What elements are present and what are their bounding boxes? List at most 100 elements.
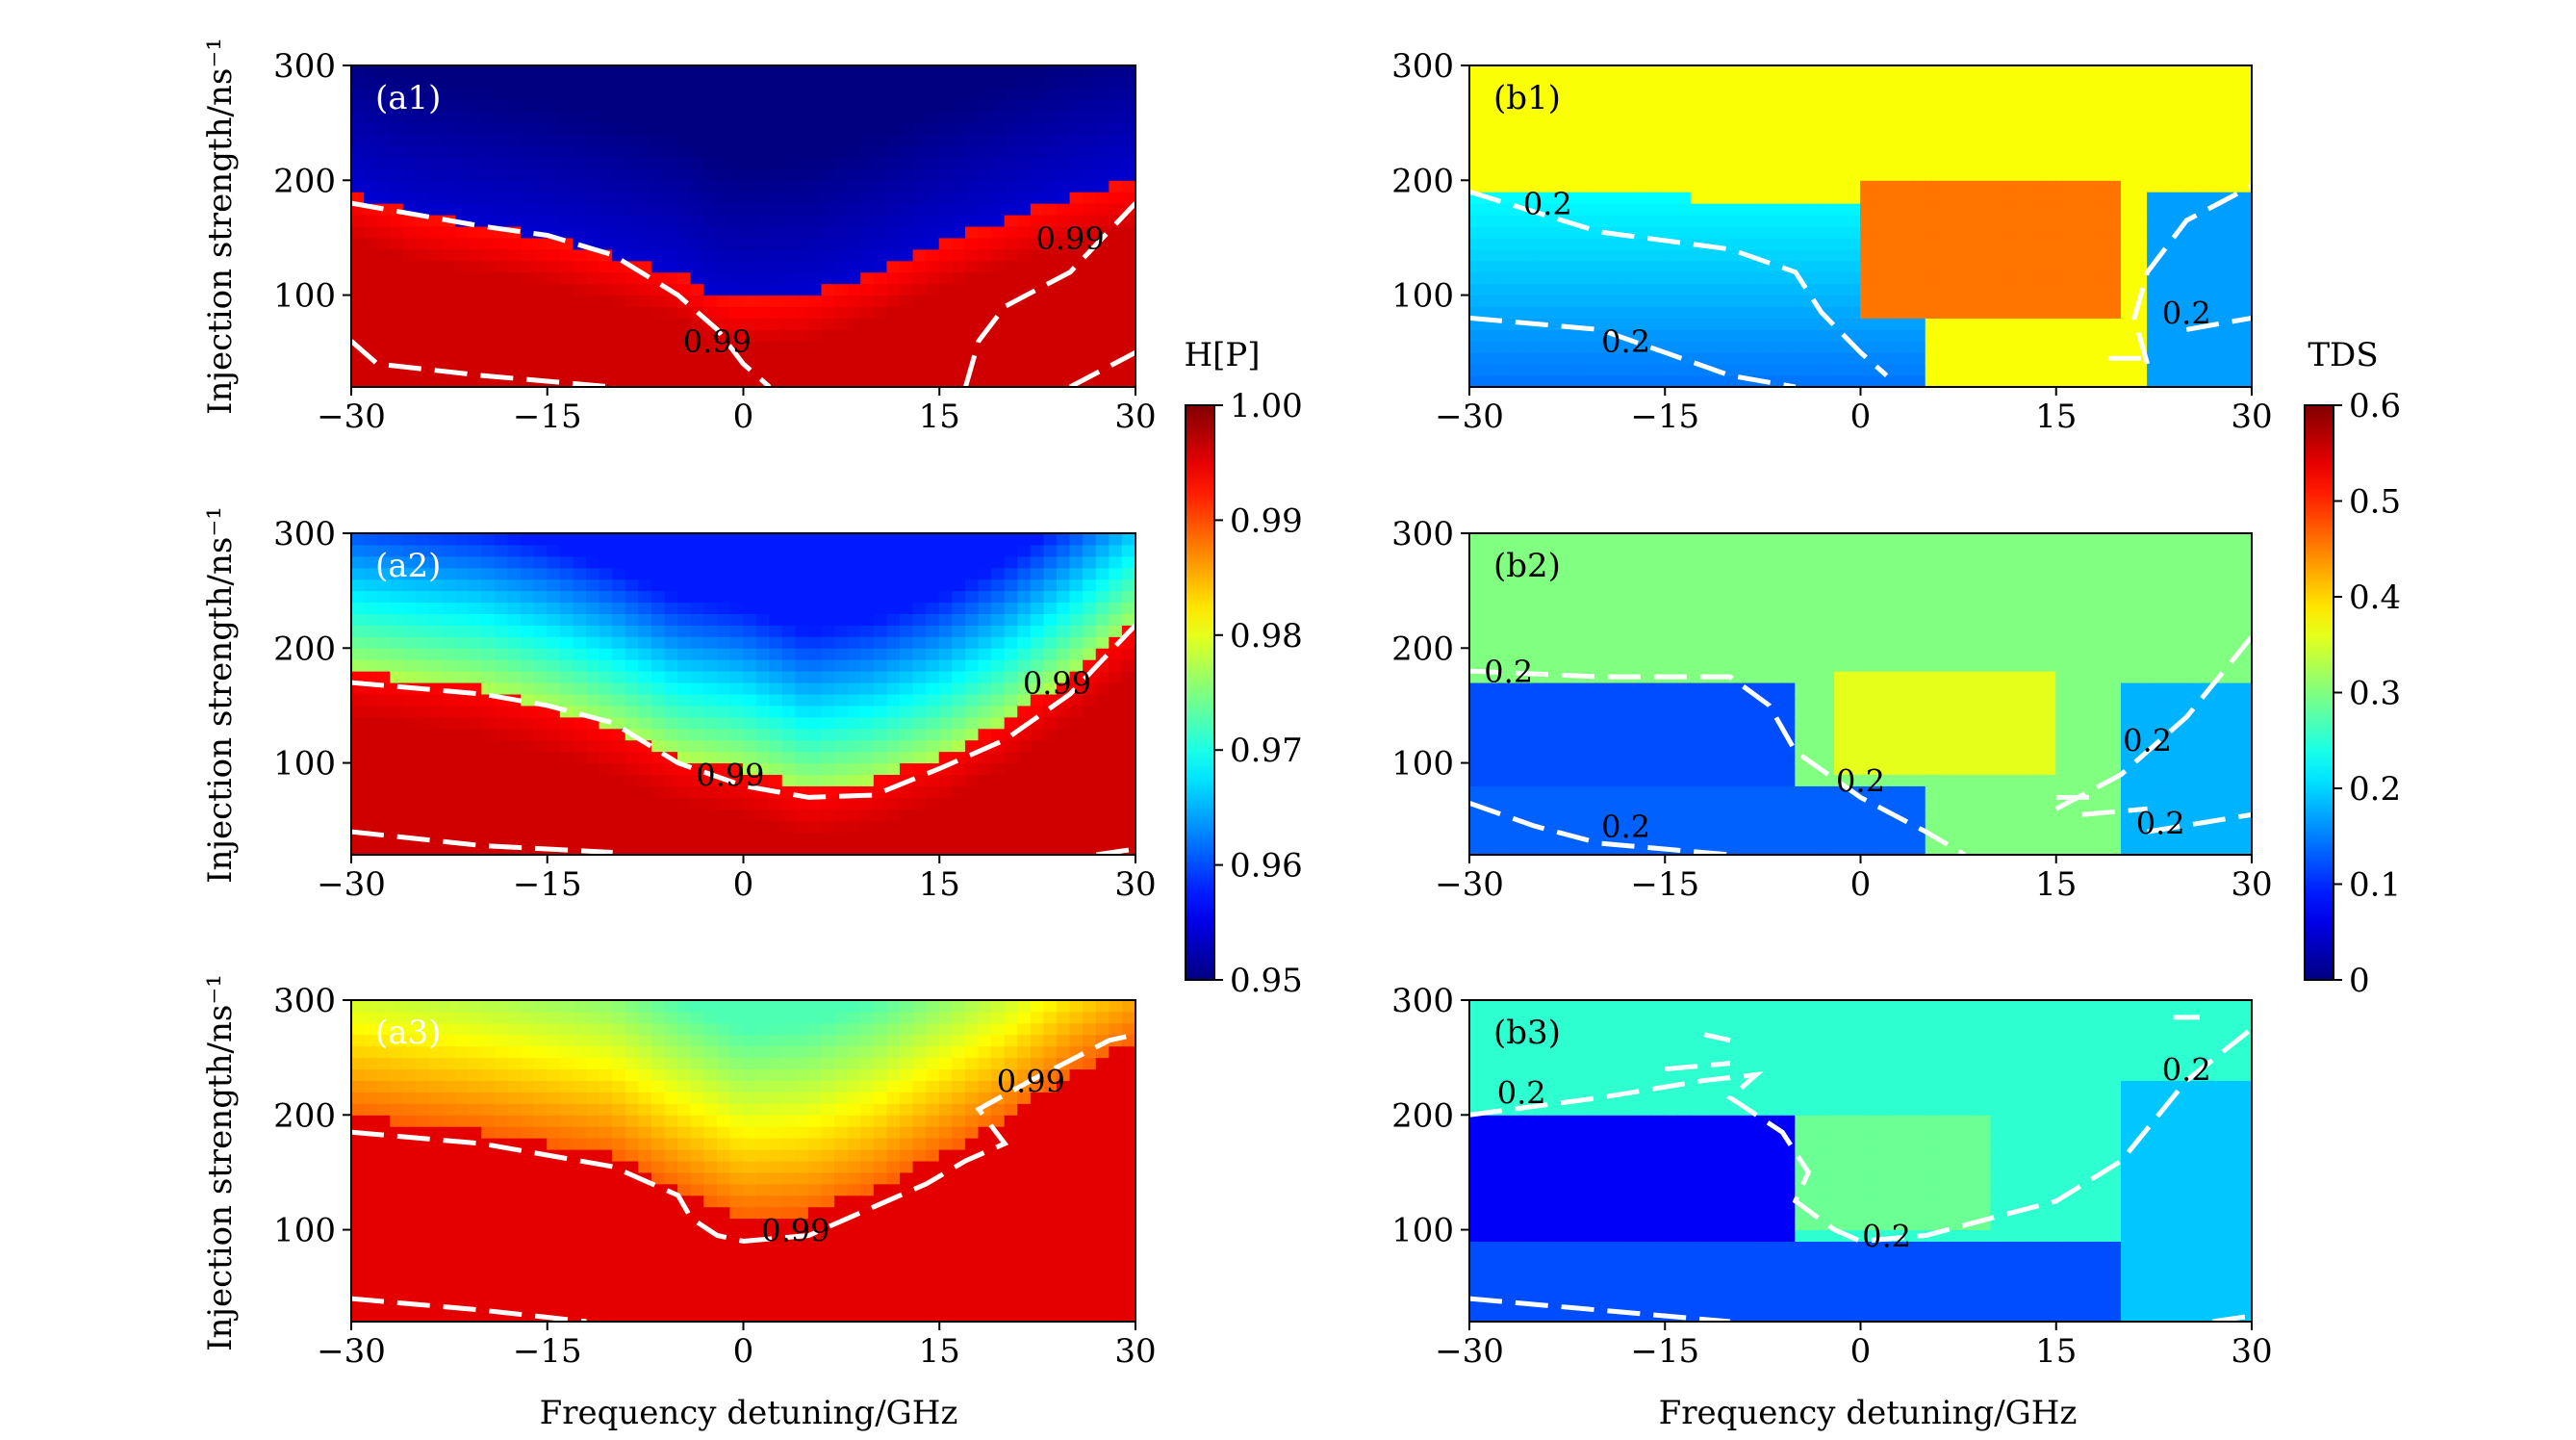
- heat-cell: [481, 179, 496, 193]
- heat-cell: [1043, 762, 1058, 775]
- heat-cell: [455, 555, 470, 569]
- heat-cell: [533, 191, 548, 204]
- heat-cell: [991, 658, 1006, 672]
- heat-cell: [1043, 555, 1058, 569]
- heat-cell: [650, 579, 666, 592]
- heat-cell: [938, 693, 954, 707]
- heat-cell: [599, 1080, 614, 1093]
- heat-cell: [402, 842, 418, 855]
- heat-cell: [664, 1057, 679, 1070]
- heat-cell: [1057, 1309, 1071, 1322]
- heat-cell: [821, 693, 836, 707]
- heat-cell: [873, 681, 888, 695]
- heat-cell: [847, 1125, 862, 1139]
- heat-cell: [1030, 1011, 1045, 1024]
- heat-cell: [364, 122, 378, 136]
- heat-cell: [650, 1068, 666, 1081]
- heat-cell: [547, 819, 561, 833]
- heat-cell: [1069, 179, 1084, 193]
- heat-cell: [938, 145, 954, 158]
- heat-cell: [1004, 1160, 1019, 1173]
- heat-cell: [1121, 681, 1135, 695]
- heat-cell: [964, 1068, 980, 1081]
- heat-cell: [612, 808, 626, 821]
- heat-cell: [521, 751, 535, 764]
- heat-cell: [1043, 658, 1058, 672]
- heat-cell: [952, 1000, 966, 1013]
- heat-cell: [1083, 145, 1097, 158]
- heat-cell: [900, 1229, 914, 1242]
- heat-cell: [494, 122, 509, 136]
- heat-cell: [402, 544, 418, 557]
- heat-cell: [599, 1102, 614, 1116]
- heat-cell: [1095, 544, 1110, 557]
- heat-cell: [886, 271, 901, 285]
- heat-cell: [1030, 533, 1045, 546]
- heat-cell: [795, 295, 809, 307]
- heat-cell: [376, 739, 392, 753]
- heat-cell: [664, 351, 679, 365]
- heat-cell: [716, 1218, 731, 1231]
- heat-cell: [559, 76, 574, 90]
- heat-cell: [847, 111, 862, 124]
- heat-cell: [1043, 1195, 1058, 1208]
- heat-cell: [716, 762, 731, 775]
- heat-cell: [716, 716, 731, 730]
- heat-cell: [481, 271, 496, 285]
- heat-cell: [1030, 544, 1045, 557]
- heat-cell: [416, 796, 430, 810]
- heat-cell: [743, 65, 757, 78]
- heat-cell: [821, 819, 836, 833]
- heat-cell: [781, 533, 797, 546]
- heat-cell: [507, 1195, 523, 1208]
- heat-cell: [638, 122, 652, 136]
- heat-cell: [586, 635, 600, 649]
- heat-cell: [860, 819, 875, 833]
- heat-cell: [612, 374, 626, 387]
- heat-cell: [402, 260, 418, 273]
- heat-cell: [507, 1045, 523, 1059]
- heat-cell: [416, 613, 430, 626]
- heat-cell: [769, 295, 783, 307]
- heat-cell: [494, 156, 509, 169]
- heat-cell: [1121, 99, 1135, 113]
- heat-cell: [743, 751, 757, 764]
- heat-cell: [926, 705, 940, 718]
- heat-cell: [612, 1183, 626, 1196]
- heat-cell: [729, 658, 744, 672]
- heat-cell: [952, 635, 966, 649]
- heat-cell: [952, 579, 966, 592]
- heat-cell: [677, 1298, 692, 1311]
- heat-cell: [795, 260, 809, 273]
- heat-cell: [978, 76, 993, 90]
- heat-cell: [821, 1114, 836, 1127]
- heat-cell: [442, 1195, 457, 1208]
- heat-cell: [468, 340, 483, 353]
- heat-cell: [1004, 156, 1019, 169]
- heat-cell: [507, 237, 523, 250]
- heat-cell: [507, 647, 523, 660]
- heat-cell: [559, 1171, 574, 1185]
- heat-cell: [807, 248, 823, 262]
- heat-cell: [1017, 705, 1032, 718]
- heat-cell: [468, 602, 483, 614]
- heat-cell: [1121, 613, 1135, 626]
- heat-cell: [494, 1045, 509, 1059]
- heat-cell: [900, 796, 914, 810]
- heat-cell: [376, 134, 392, 146]
- heat-cell: [991, 1298, 1006, 1311]
- heat-cell: [455, 693, 470, 707]
- heat-cell: [964, 191, 980, 204]
- heat-cell: [900, 544, 914, 557]
- heat-cell: [494, 716, 509, 730]
- heat-cell: [455, 1022, 470, 1036]
- heat-cell: [625, 1263, 640, 1276]
- heat-cell: [690, 1057, 705, 1070]
- heat-cell: [938, 579, 954, 592]
- heat-cell: [769, 1160, 783, 1173]
- heat-cell: [364, 1171, 378, 1185]
- heat-cell: [664, 1241, 679, 1253]
- heat-cell: [416, 167, 430, 181]
- heat-cell: [952, 1298, 966, 1311]
- heat-cell: [703, 819, 718, 833]
